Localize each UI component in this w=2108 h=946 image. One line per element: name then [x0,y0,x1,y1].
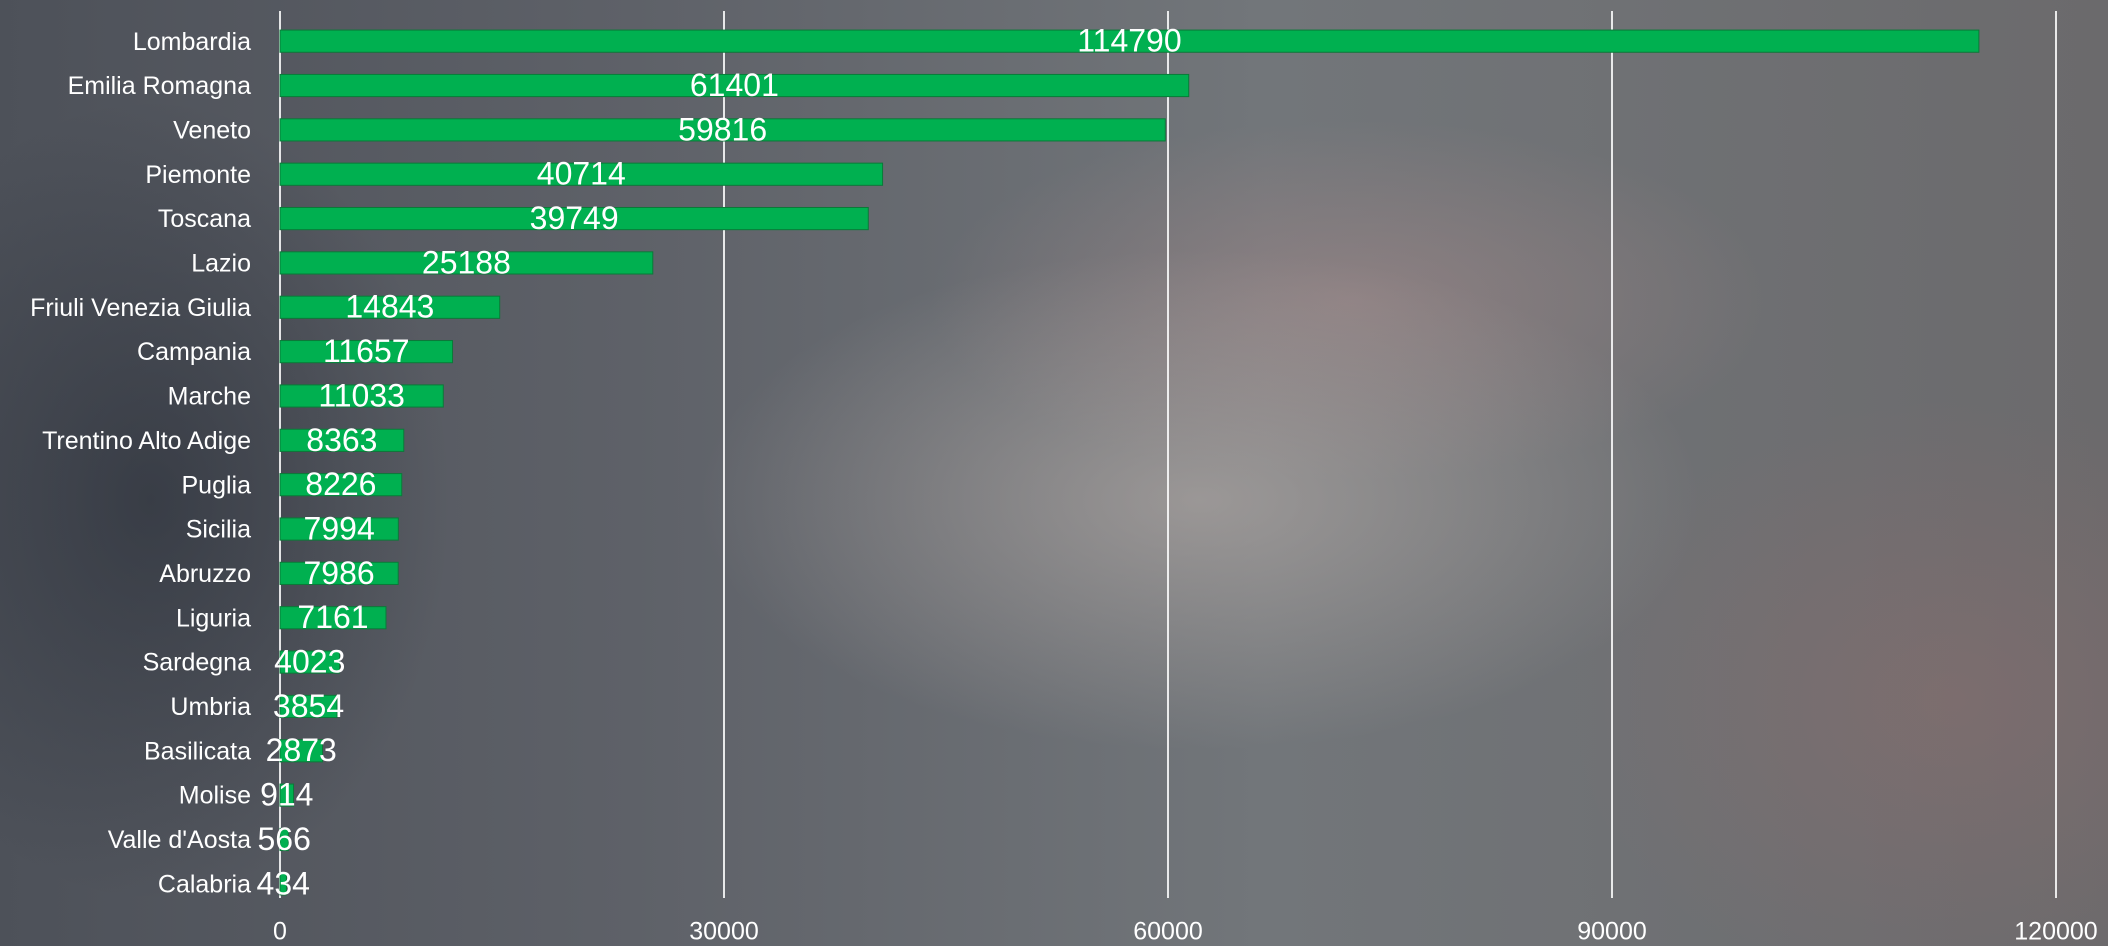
value-label: 61401 [690,67,779,103]
y-tick-label: Emilia Romagna [68,72,252,100]
bar [279,118,1166,142]
value-label: 8226 [305,466,376,502]
y-tick-label: Friuli Venezia Giulia [30,294,251,322]
y-tick-label: Umbria [170,693,251,721]
bar [279,251,654,275]
bar [279,739,324,763]
y-tick-label: Calabria [158,870,251,898]
bar [279,295,501,319]
y-tick-label: Toscana [158,205,251,233]
x-tick-label: 120000 [2014,918,2097,946]
y-tick-label: Sardegna [143,649,252,677]
value-label: 434 [257,865,310,901]
bar [279,73,1190,98]
y-tick-label: Campania [137,338,251,366]
y-tick-label: Trentino Alto Adige [42,427,251,455]
x-tick-label: 60000 [1133,918,1203,946]
value-label: 59816 [678,111,767,147]
value-label: 39749 [530,200,619,236]
bar [279,340,454,364]
bar [279,872,287,896]
y-tick-label: Valle d'Aosta [108,826,251,854]
value-label: 11033 [318,377,405,413]
y-tick-label: Basilicata [144,737,251,765]
bar [279,162,884,186]
value-label: 7161 [297,599,368,635]
value-label: 11657 [323,333,410,369]
value-label: 8363 [306,422,377,458]
bar [279,606,387,630]
y-tick-label: Liguria [176,604,251,632]
value-label: 7994 [304,510,375,546]
bar [279,428,405,452]
y-tick-label: Lazio [191,250,251,278]
bar [279,206,869,231]
bar [279,473,403,497]
value-label: 114790 [1077,23,1181,59]
value-label: 914 [260,777,313,813]
x-tick-label: 30000 [689,918,759,946]
y-tick-label: Sicilia [186,516,251,544]
y-tick-label: Molise [179,782,251,810]
x-tick-label: 90000 [1577,918,1647,946]
bar [279,694,338,719]
bar [279,650,341,674]
value-label: 3854 [273,688,344,724]
y-tick-label: Lombardia [133,28,251,56]
y-tick-label: Piemonte [145,161,251,189]
x-tick-label: 0 [273,918,287,946]
bar [279,29,1980,53]
value-label: 7986 [304,555,375,591]
bar [279,827,289,852]
y-tick-label: Marche [168,383,251,411]
bar [279,783,295,807]
y-tick-label: Puglia [182,471,252,499]
y-tick-label: Abruzzo [159,560,251,588]
value-label: 4023 [274,644,345,680]
bar [279,384,444,408]
value-label: 566 [257,821,310,857]
value-label: 2873 [266,732,337,768]
value-label: 25188 [422,244,511,280]
value-label: 40714 [537,156,626,192]
bar [279,561,399,585]
bar [279,517,399,541]
y-tick-label: Veneto [173,116,251,144]
value-label: 14843 [345,289,434,325]
